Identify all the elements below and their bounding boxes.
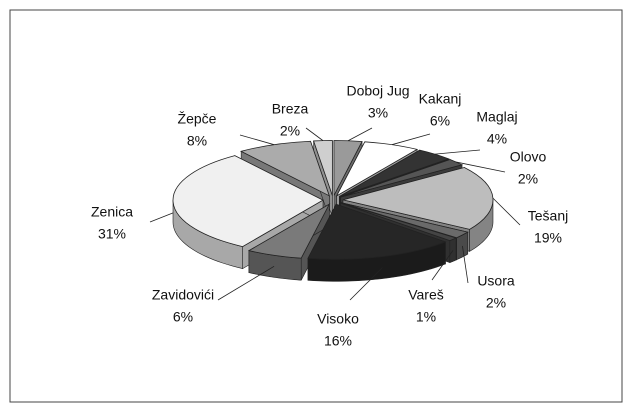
leader-line <box>431 250 454 281</box>
slice-value-label: 31% <box>98 226 126 242</box>
leader-line <box>456 161 506 173</box>
slice-top <box>340 202 469 239</box>
leader-line <box>349 267 383 301</box>
slice-value-label: 1% <box>416 309 436 325</box>
leader-line <box>217 265 275 301</box>
leader-line <box>149 212 174 223</box>
slice-label: Žepče <box>178 111 217 127</box>
slice-top <box>340 159 464 198</box>
leader-line <box>391 133 431 146</box>
slice-label: Doboj Jug <box>346 83 409 99</box>
slice-top <box>340 202 458 242</box>
slice-label: Tešanj <box>528 208 568 224</box>
slice-value-label: 2% <box>280 123 300 139</box>
slice-top <box>172 155 324 248</box>
slice-value-label: 2% <box>518 171 538 187</box>
leader-line <box>462 245 469 284</box>
leader-line <box>305 127 324 141</box>
slice-label: Usora <box>477 273 515 289</box>
slice-top <box>313 140 333 196</box>
slice-value-label: 16% <box>324 333 352 349</box>
slice-value-label: 8% <box>187 133 207 149</box>
slice-top <box>335 141 419 197</box>
slice-label: Vareš <box>408 287 444 303</box>
leader-line <box>434 149 481 155</box>
leader-line <box>347 127 373 142</box>
slice-top <box>240 140 331 197</box>
slice-value-label: 6% <box>173 309 193 325</box>
slice-label: Olovo <box>510 149 547 165</box>
slice-value-label: 4% <box>487 131 507 147</box>
slice-value-label: 6% <box>430 113 450 129</box>
slice-label: Maglaj <box>476 109 517 125</box>
slice-top <box>247 203 331 259</box>
slice-label: Zavidovići <box>152 287 214 303</box>
slice-label: Kakanj <box>419 91 462 107</box>
slice-top <box>333 140 363 196</box>
slice-value-label: 3% <box>368 105 388 121</box>
slice-value-label: 2% <box>486 295 506 311</box>
slice-label: Breza <box>272 101 309 117</box>
slice-top <box>307 203 447 260</box>
slice-value-label: 19% <box>534 230 562 246</box>
leader-line <box>492 197 521 226</box>
slice-label: Visoko <box>317 311 359 327</box>
slice-label: Zenica <box>91 204 133 220</box>
slice <box>307 203 447 282</box>
leader-line <box>239 134 275 146</box>
